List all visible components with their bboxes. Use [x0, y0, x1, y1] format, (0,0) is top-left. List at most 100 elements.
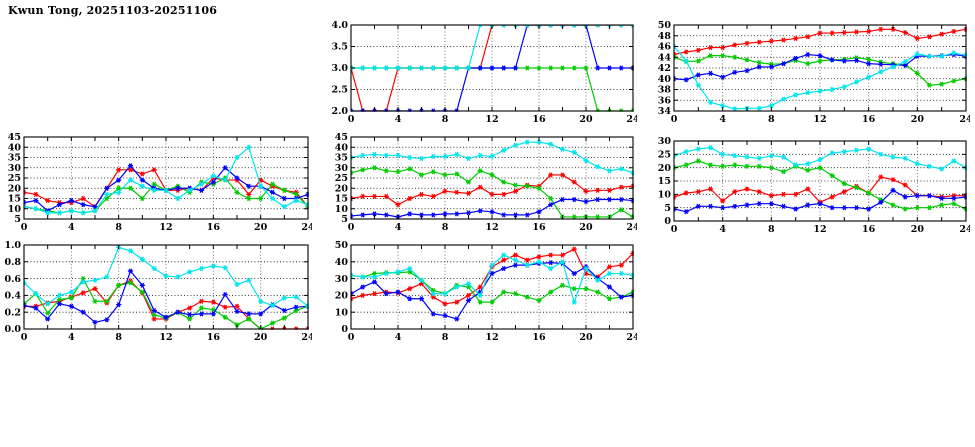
y-tick-label: 25: [335, 173, 348, 184]
y-tick-label: 1.0: [4, 240, 21, 251]
x-tick-label: 24: [301, 222, 312, 233]
y-tick-label: 45: [8, 132, 21, 143]
x-tick-label: 24: [959, 114, 970, 125]
x-tick-label: 16: [532, 222, 546, 233]
x-tick-label: 12: [485, 222, 498, 233]
x-tick-label: 0: [21, 222, 28, 233]
series-markers-day3: [671, 187, 969, 215]
y-tick-label: 2.0: [331, 106, 348, 117]
x-tick-label: 16: [532, 332, 546, 343]
x-tick-label: 4: [395, 114, 402, 125]
y-tick-label: 15: [335, 194, 348, 205]
y-tick-label: 42: [658, 63, 671, 74]
y-tick-label: 50: [335, 240, 349, 251]
x-tick-label: 4: [68, 222, 75, 233]
y-tick-label: 40: [8, 142, 22, 153]
y-tick-label: 0.4: [4, 291, 21, 302]
y-tick-label: 20: [8, 183, 22, 194]
x-tick-label: 0: [21, 332, 28, 343]
x-tick-label: 12: [159, 332, 172, 343]
x-tick-label: 0: [348, 114, 355, 125]
y-tick-label: 2.5: [331, 85, 348, 96]
y-tick-label: 45: [335, 132, 348, 143]
x-tick-label: 12: [159, 222, 172, 233]
x-tick-label: 12: [813, 224, 826, 235]
x-tick-label: 8: [115, 332, 122, 343]
y-tick-label: 20: [335, 291, 349, 302]
x-tick-label: 20: [579, 332, 593, 343]
x-tick-label: 16: [532, 114, 546, 125]
x-tick-label: 20: [254, 332, 268, 343]
y-tick-label: 35: [335, 153, 348, 164]
y-tick-label: 0.2: [4, 307, 21, 318]
y-tick-label: 25: [658, 150, 671, 161]
x-tick-label: 24: [626, 222, 637, 233]
y-tick-label: 30: [8, 163, 22, 174]
y-tick-label: 10: [658, 190, 672, 201]
y-tick-label: 10: [8, 204, 22, 215]
y-tick-label: 3.5: [331, 42, 348, 53]
x-tick-label: 0: [348, 332, 355, 343]
x-tick-label: 12: [813, 114, 826, 125]
x-tick-label: 8: [115, 222, 122, 233]
y-tick-label: 30: [335, 163, 349, 174]
y-tick-label: 15: [8, 194, 21, 205]
y-tick-label: 0.6: [4, 274, 21, 285]
x-tick-label: 8: [442, 222, 449, 233]
y-tick-label: 10: [335, 307, 349, 318]
y-tick-label: 40: [335, 257, 349, 268]
y-tick-label: 36: [658, 95, 672, 106]
y-tick-label: 50: [658, 20, 672, 31]
y-tick-label: 0: [664, 216, 671, 227]
y-tick-label: 25: [8, 173, 21, 184]
x-tick-label: 0: [671, 224, 678, 235]
x-tick-label: 24: [301, 332, 312, 343]
x-tick-label: 16: [862, 114, 876, 125]
page-title: Kwun Tong, 20251103-20251106: [8, 4, 218, 17]
y-tick-label: 5: [664, 203, 671, 214]
y-tick-label: 40: [658, 74, 672, 85]
y-tick-label: 0: [341, 324, 348, 335]
x-tick-label: 4: [719, 114, 726, 125]
y-tick-label: 0.0: [4, 324, 21, 335]
x-tick-label: 20: [911, 114, 925, 125]
x-tick-label: 8: [442, 114, 449, 125]
y-tick-label: 34: [658, 106, 672, 117]
y-tick-label: 5: [14, 214, 21, 225]
y-tick-label: 44: [658, 52, 672, 63]
y-tick-label: 4.0: [331, 20, 348, 31]
y-tick-label: 30: [335, 274, 349, 285]
x-tick-label: 20: [579, 114, 593, 125]
x-tick-label: 20: [911, 224, 925, 235]
x-tick-label: 0: [348, 222, 355, 233]
x-tick-label: 16: [862, 224, 876, 235]
y-tick-label: 20: [335, 183, 349, 194]
y-tick-label: 3.0: [331, 63, 348, 74]
y-tick-label: 10: [335, 204, 349, 215]
x-tick-label: 8: [768, 114, 775, 125]
x-tick-label: 16: [207, 332, 221, 343]
x-tick-label: 0: [671, 114, 678, 125]
series-line-day2: [23, 277, 309, 330]
y-tick-label: 48: [658, 31, 672, 42]
x-tick-label: 20: [254, 222, 268, 233]
x-tick-label: 4: [719, 224, 726, 235]
x-tick-label: 4: [395, 222, 402, 233]
y-tick-label: 46: [658, 42, 672, 53]
x-tick-label: 24: [626, 332, 637, 343]
x-tick-label: 16: [207, 222, 221, 233]
x-tick-label: 12: [485, 114, 498, 125]
x-tick-label: 24: [959, 224, 970, 235]
y-tick-label: 5: [341, 214, 348, 225]
x-tick-label: 20: [579, 222, 593, 233]
